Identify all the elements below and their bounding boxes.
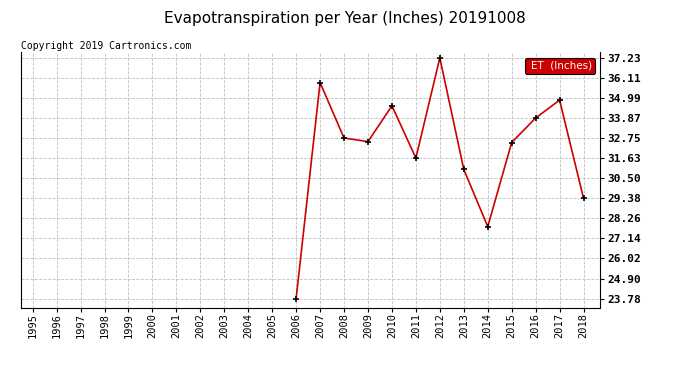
Legend: ET  (Inches): ET (Inches) [524, 58, 595, 74]
Text: Evapotranspiration per Year (Inches) 20191008: Evapotranspiration per Year (Inches) 201… [164, 11, 526, 26]
Text: Copyright 2019 Cartronics.com: Copyright 2019 Cartronics.com [21, 41, 191, 51]
